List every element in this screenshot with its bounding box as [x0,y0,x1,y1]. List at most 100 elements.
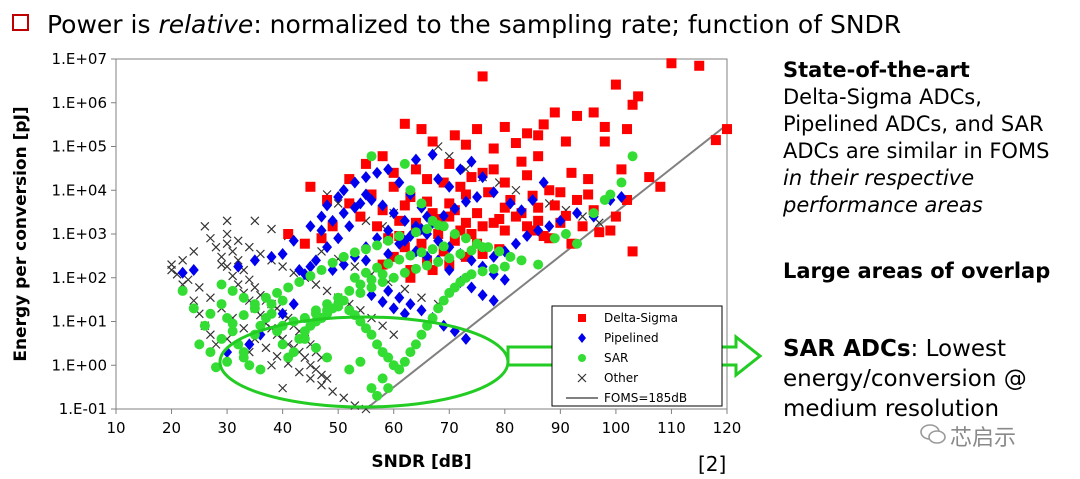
sar-point [227,326,238,337]
title-part-a: Power is [47,10,159,39]
pipelined-point [438,209,449,222]
other-point [278,383,288,393]
sar-point [588,208,599,219]
reference-number: [2] [698,452,727,476]
delta-sigma-point [666,58,677,69]
sar-point [516,255,527,266]
delta-sigma-point [316,233,327,244]
sar-point [344,364,355,375]
delta-sigma-point [483,187,494,198]
delta-sigma-point [583,189,594,200]
pipelined-point [427,148,438,161]
delta-sigma-point [644,172,655,183]
delta-sigma-point [555,187,566,198]
pipelined-point [466,281,477,294]
pipelined-point [383,247,394,260]
delta-sigma-point [344,174,355,185]
sar-callout-arrow [506,333,763,379]
x-axis-title: SNDR [dB] [371,452,471,472]
delta-sigma-point [722,124,732,135]
sar-point [199,320,210,331]
delta-sigma-point [399,200,410,211]
pipelined-point [544,220,555,233]
other-point [228,246,238,256]
other-point [217,252,226,262]
sar-point [410,227,421,238]
other-point [511,185,521,195]
y-axis-title: Energy per conversion [pJ] [11,106,31,361]
other-point [200,221,210,231]
delta-sigma-point [488,217,499,228]
pipelined-point [383,284,394,297]
sar-point [283,282,294,293]
pipelined-point [338,184,349,197]
pipelined-point [433,173,444,186]
other-point [328,387,338,397]
delta-sigma-point [416,124,427,135]
sar-point [255,320,266,331]
other-point [378,321,388,331]
other-point [444,151,454,161]
pipelined-point [505,197,516,210]
delta-sigma-point [533,215,544,226]
delta-sigma-point [499,121,510,132]
sar-line-3: medium resolution [783,396,1000,422]
other-point [239,323,249,333]
sar-point [355,356,366,367]
x-tick-label: 20 [162,419,181,437]
pipelined-point [338,207,349,220]
other-point [250,216,260,226]
delta-sigma-point [494,214,505,225]
sar-point [272,287,283,298]
pipelined-point [527,193,538,206]
sar-point [216,299,227,310]
delta-sigma-point [394,215,405,226]
other-point [278,262,288,272]
delta-sigma-point [305,181,316,192]
sar-point [238,292,249,303]
pipelined-point [316,210,327,223]
sar-point [366,282,377,293]
sar-point [394,231,405,242]
delta-sigma-point [588,107,599,118]
other-point [322,286,332,296]
delta-sigma-point [444,158,455,169]
sar-point [177,285,188,296]
sar-point [433,220,444,231]
x-tick-label: 60 [384,419,403,437]
pipelined-point [399,214,410,227]
sar-point [399,158,410,169]
x-tick-label: 120 [713,419,742,437]
other-point [261,343,271,353]
other-point [311,280,321,289]
pipelined-point [616,191,627,204]
sar-point [377,269,388,280]
pipelined-point [277,247,288,260]
annotations [218,315,763,409]
sar-point [422,260,433,271]
sar-point [377,276,388,287]
sar-point [405,185,416,196]
delta-sigma-point [627,99,638,110]
delta-sigma-point [444,198,455,209]
pipelined-point [377,199,388,212]
other-point [233,255,243,265]
delta-sigma-point [527,225,538,236]
pipelined-point [388,207,399,220]
delta-sigma-point [460,251,471,262]
delta-sigma-point [577,221,588,232]
pipelined-point [466,254,477,267]
sar-point [460,233,471,244]
x-tick-label: 110 [657,419,686,437]
pipelined-point [277,307,288,320]
y-tick-label: 1.E+02 [52,269,107,287]
delta-sigma-point [616,164,627,175]
delta-sigma-point [360,158,371,169]
delta-sigma-point [538,119,549,130]
delta-sigma-point [283,229,294,239]
pipelined-point [410,153,421,166]
sar-point [305,270,316,281]
pipelined-point [327,214,338,227]
sar-point [188,303,199,314]
sar-point [605,189,616,200]
